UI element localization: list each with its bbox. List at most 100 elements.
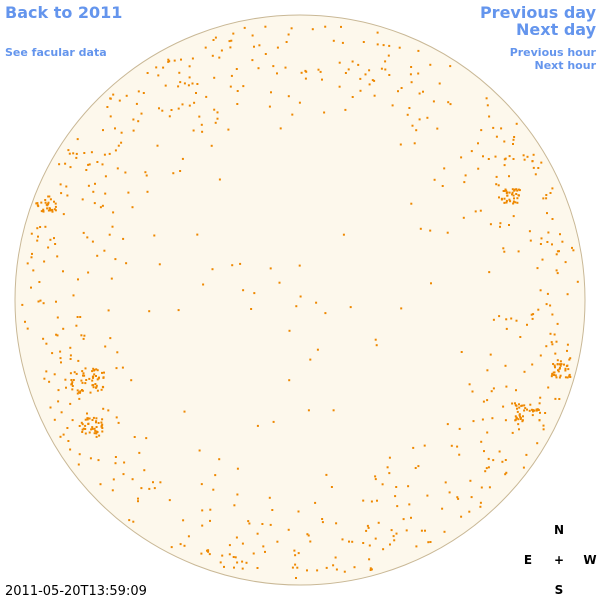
facula bbox=[64, 162, 67, 165]
previous-day-link[interactable]: Previous day bbox=[480, 3, 597, 22]
facula bbox=[488, 486, 491, 489]
facula bbox=[117, 144, 120, 147]
facula bbox=[491, 417, 494, 420]
facula bbox=[444, 481, 447, 484]
facula bbox=[276, 540, 279, 543]
facula bbox=[549, 192, 552, 194]
facula bbox=[180, 58, 182, 61]
facula bbox=[564, 369, 567, 372]
facula bbox=[45, 342, 48, 345]
facula bbox=[81, 423, 84, 426]
facula bbox=[566, 343, 569, 346]
facula bbox=[556, 322, 559, 325]
facula bbox=[200, 483, 203, 486]
facula bbox=[472, 420, 475, 423]
facula bbox=[173, 59, 176, 62]
facula bbox=[538, 419, 541, 422]
facula bbox=[551, 373, 554, 376]
facula bbox=[64, 378, 67, 381]
facula bbox=[128, 519, 131, 522]
facula bbox=[368, 83, 371, 86]
facula bbox=[279, 127, 282, 130]
facula bbox=[227, 128, 230, 131]
facula bbox=[422, 90, 424, 93]
facula bbox=[498, 196, 500, 199]
next-hour-link[interactable]: Next hour bbox=[535, 59, 597, 72]
facula bbox=[306, 569, 308, 572]
facula bbox=[132, 118, 135, 121]
facula bbox=[242, 85, 245, 88]
facula bbox=[449, 65, 452, 68]
facula bbox=[232, 32, 235, 35]
facula bbox=[36, 202, 39, 205]
facula bbox=[144, 171, 147, 174]
facula bbox=[181, 157, 184, 160]
facula bbox=[517, 250, 520, 253]
facula bbox=[262, 545, 265, 548]
facula bbox=[512, 138, 515, 141]
facula bbox=[131, 206, 134, 209]
facula bbox=[42, 208, 45, 211]
facula bbox=[535, 408, 538, 411]
facula bbox=[208, 553, 211, 556]
facula bbox=[95, 432, 98, 435]
facula bbox=[525, 453, 528, 456]
facula bbox=[251, 34, 254, 37]
facula bbox=[191, 82, 194, 85]
facula bbox=[427, 541, 430, 544]
facula bbox=[47, 209, 50, 212]
facula bbox=[49, 207, 51, 210]
facula bbox=[145, 174, 148, 177]
facula bbox=[107, 309, 110, 312]
facula bbox=[233, 566, 235, 569]
back-link[interactable]: Back to 2011 bbox=[5, 3, 122, 22]
facula bbox=[241, 542, 244, 545]
facula bbox=[487, 466, 490, 469]
facula bbox=[456, 445, 459, 448]
facula bbox=[158, 263, 161, 266]
facula bbox=[241, 567, 244, 570]
facula bbox=[214, 121, 217, 124]
facula bbox=[213, 76, 216, 79]
facula bbox=[55, 333, 58, 336]
facular-link[interactable]: See facular data bbox=[5, 46, 107, 59]
facula bbox=[384, 68, 387, 71]
facula bbox=[508, 224, 510, 226]
facula bbox=[569, 376, 572, 378]
facula bbox=[201, 524, 204, 527]
previous-hour-link[interactable]: Previous hour bbox=[510, 46, 597, 59]
facula bbox=[523, 409, 526, 412]
facula bbox=[559, 360, 562, 363]
facula bbox=[75, 156, 78, 159]
facula bbox=[188, 65, 191, 68]
facula bbox=[359, 89, 362, 92]
facula bbox=[56, 316, 59, 319]
facula bbox=[456, 496, 459, 499]
facula bbox=[553, 333, 556, 336]
facula bbox=[417, 49, 420, 52]
facula bbox=[458, 427, 461, 430]
facula bbox=[201, 130, 204, 133]
facula bbox=[66, 427, 69, 429]
facula bbox=[419, 227, 422, 230]
facula bbox=[251, 59, 254, 62]
facula bbox=[415, 129, 418, 132]
facula bbox=[547, 386, 550, 389]
facula bbox=[83, 334, 86, 337]
facula bbox=[479, 505, 482, 508]
facula bbox=[486, 431, 489, 434]
next-day-link[interactable]: Next day bbox=[516, 20, 597, 39]
facula bbox=[335, 568, 338, 571]
facula bbox=[82, 372, 85, 375]
facula bbox=[512, 158, 515, 160]
facula bbox=[531, 414, 534, 417]
facula bbox=[78, 453, 81, 456]
facula bbox=[540, 161, 543, 164]
facula bbox=[177, 107, 180, 110]
facula bbox=[92, 416, 95, 419]
facula bbox=[343, 570, 346, 573]
facula bbox=[26, 262, 29, 265]
facula bbox=[287, 95, 290, 98]
facula bbox=[94, 383, 97, 385]
facula bbox=[448, 491, 451, 494]
